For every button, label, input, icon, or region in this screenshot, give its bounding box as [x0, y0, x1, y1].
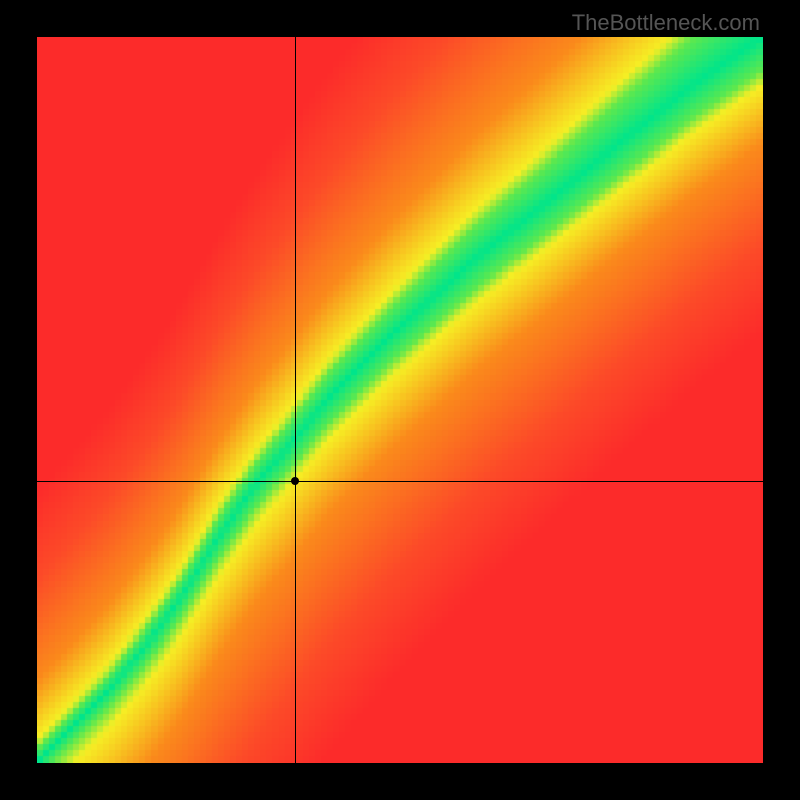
- chart-container: TheBottleneck.com: [0, 0, 800, 800]
- crosshair-vertical: [295, 37, 296, 763]
- heatmap-canvas: [37, 37, 763, 763]
- plot-area: [37, 37, 763, 763]
- watermark-text: TheBottleneck.com: [572, 10, 760, 36]
- marker-dot: [291, 477, 299, 485]
- crosshair-horizontal: [37, 481, 763, 482]
